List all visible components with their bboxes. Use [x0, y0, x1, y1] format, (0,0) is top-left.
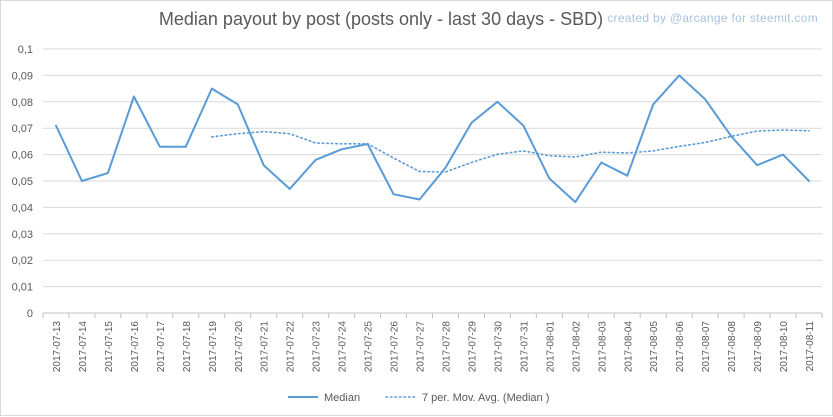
x-tick-label: 2017-08-04: [623, 321, 634, 373]
chart-title: Median payout by post (posts only - last…: [158, 9, 604, 29]
x-tick-label: 2017-07-15: [104, 321, 115, 373]
x-tick-label: 2017-07-29: [467, 321, 478, 373]
x-tick-label: 2017-08-06: [675, 321, 686, 373]
x-tick-label: 2017-07-25: [364, 321, 375, 373]
x-tick-label: 2017-07-16: [130, 321, 141, 373]
x-tick-label: 2017-07-18: [182, 321, 193, 373]
x-tick-label: 2017-07-23: [312, 321, 323, 373]
x-tick-label: 2017-07-30: [493, 321, 504, 373]
y-tick-label: 0,01: [12, 282, 33, 294]
x-tick-label: 2017-08-05: [649, 321, 660, 373]
x-tick-label: 2017-07-20: [234, 321, 245, 373]
x-tick-label: 2017-07-22: [286, 321, 297, 373]
y-tick-label: 0,09: [12, 70, 33, 82]
x-tick-label: 2017-08-02: [571, 321, 582, 373]
x-tick-label: 2017-08-08: [727, 321, 738, 373]
y-tick-label: 0,08: [12, 97, 33, 109]
y-tick-label: 0,04: [12, 202, 33, 214]
x-tick-label: 2017-07-28: [441, 321, 452, 373]
x-tick-label: 2017-07-31: [519, 321, 530, 373]
y-tick-label: 0,07: [12, 123, 33, 135]
x-tick-label: 2017-07-17: [156, 321, 167, 373]
y-tick-label: 0,05: [12, 176, 33, 188]
x-tick-label: 2017-07-24: [338, 321, 349, 373]
median-line: [55, 74, 810, 204]
x-tick-label: 2017-08-10: [779, 321, 790, 373]
x-tick-label: 2017-08-03: [597, 321, 608, 373]
y-tick-label: 0,1: [18, 44, 33, 56]
x-tick-label: 2017-07-14: [78, 321, 89, 373]
x-tick-label: 2017-08-09: [753, 321, 764, 373]
x-tick-label: 2017-07-26: [390, 321, 401, 373]
y-tick-label: 0,03: [12, 229, 33, 241]
x-tick-label: 2017-08-11: [805, 321, 816, 372]
watermark-text: created by @arcange for steemit.com: [607, 11, 818, 25]
y-tick-label: 0,02: [12, 255, 33, 267]
x-tick-label: 2017-07-27: [416, 321, 427, 373]
x-tick-label: 2017-07-19: [208, 321, 219, 373]
legend-median-label: Median: [324, 392, 360, 404]
x-tick-label: 2017-07-21: [260, 321, 271, 373]
moving-average-line: [211, 129, 810, 173]
y-tick-label: 0: [27, 308, 33, 320]
y-tick-label: 0,06: [12, 150, 33, 162]
legend-moving-average-label: 7 per. Mov. Avg. (Median ): [422, 392, 549, 404]
x-tick-label: 2017-08-07: [701, 321, 712, 373]
x-tick-label: 2017-08-01: [545, 321, 556, 373]
x-tick-label: 2017-07-13: [52, 321, 63, 373]
